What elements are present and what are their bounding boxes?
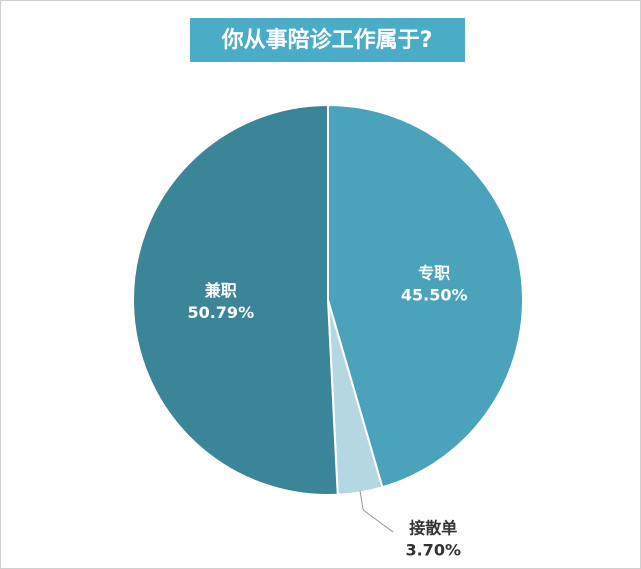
chart-title: 你从事陪诊工作属于? xyxy=(221,27,433,53)
value-label: 50.79% xyxy=(187,303,254,322)
pie-slice xyxy=(327,103,524,489)
slice-label: 专职 xyxy=(418,263,450,282)
leader-line xyxy=(359,490,394,533)
pie-slice xyxy=(132,103,339,496)
value-label: 3.70% xyxy=(405,541,461,560)
value-label: 45.50% xyxy=(401,285,468,304)
slice-label: 接散单 xyxy=(409,519,457,538)
title-box xyxy=(190,18,465,62)
slice-label: 兼职 xyxy=(205,281,237,300)
